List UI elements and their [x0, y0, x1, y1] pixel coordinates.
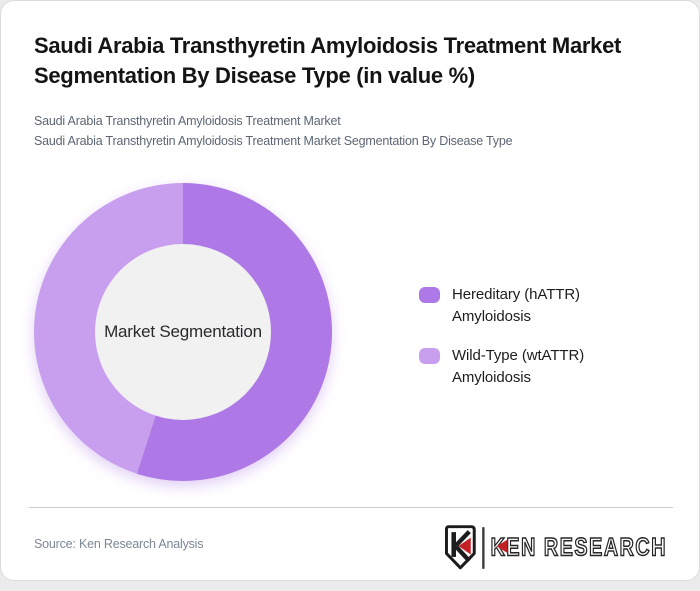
shield-red-triangle	[458, 537, 471, 555]
footer-divider	[29, 507, 673, 508]
legend-label-line: Amyloidosis	[452, 308, 531, 325]
legend-swatch-wildtype	[419, 348, 440, 364]
donut-chart: Market Segmentation	[34, 183, 332, 481]
legend-item-hereditary: Hereditary (hATTR) Amyloidosis	[419, 284, 584, 328]
subtitle-line-1: Saudi Arabia Transthyretin Amyloidosis T…	[34, 114, 341, 128]
page-title: Saudi Arabia Transthyretin Amyloidosis T…	[34, 33, 622, 88]
legend-label-line: Wild-Type (wtATTR)	[452, 347, 585, 364]
legend-swatch-hereditary	[419, 287, 440, 303]
donut-center-label: Market Segmentation	[104, 322, 262, 341]
wordmark-red-triangle	[496, 539, 508, 553]
legend-label-wildtype: Wild-Type (wtATTR) Amyloidosis	[452, 345, 584, 389]
source-note: Source: Ken Research Analysis	[34, 537, 204, 551]
subtitle-line-2: Saudi Arabia Transthyretin Amyloidosis T…	[34, 134, 513, 148]
legend-item-wildtype: Wild-Type (wtATTR) Amyloidosis	[419, 345, 584, 389]
subtitle-block: Saudi Arabia Transthyretin Amyloidosis T…	[34, 111, 669, 151]
logo-wordmark: KEN RESEARCH	[491, 534, 667, 561]
donut-hole: Market Segmentation	[95, 244, 271, 420]
ken-research-logo: KEN RESEARCH	[444, 525, 667, 570]
legend: Hereditary (hATTR) Amyloidosis Wild-Type…	[419, 284, 584, 406]
legend-label-line: Amyloidosis	[452, 369, 531, 386]
legend-label-hereditary: Hereditary (hATTR) Amyloidosis	[452, 284, 580, 328]
logo-separator	[482, 527, 485, 569]
legend-label-line: Hereditary (hATTR)	[452, 286, 580, 303]
ken-shield-icon	[444, 525, 476, 570]
